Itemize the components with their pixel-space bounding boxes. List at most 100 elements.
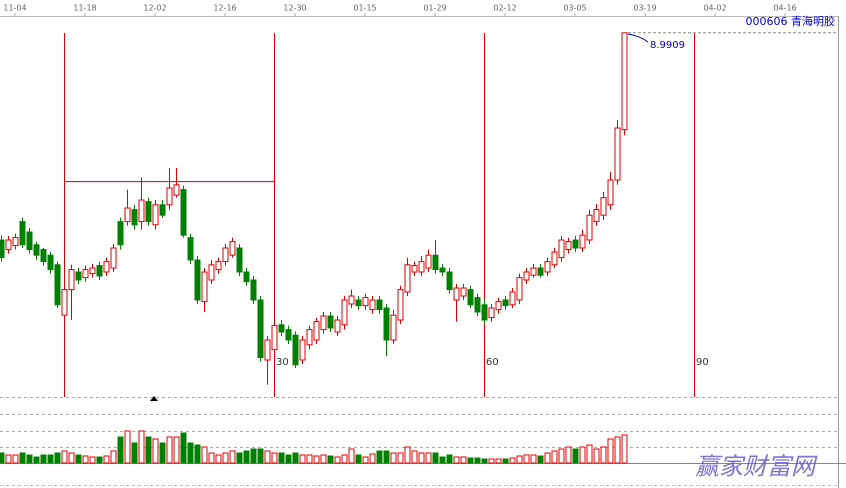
volume-bar xyxy=(12,454,19,464)
volume-bar xyxy=(222,452,229,464)
volume-bar xyxy=(145,436,152,464)
candle-body xyxy=(544,261,551,273)
candle-body xyxy=(369,299,376,311)
volume-bar xyxy=(285,454,292,464)
volume-bar xyxy=(621,434,628,464)
price-label: 8.9909 xyxy=(650,40,685,51)
candle-body xyxy=(166,187,173,206)
candle-body xyxy=(194,259,201,301)
candle-body xyxy=(614,127,621,181)
volume-bar xyxy=(404,446,411,464)
volume-bar xyxy=(551,450,558,464)
candle-body xyxy=(488,307,495,319)
volume-bar xyxy=(89,456,96,464)
volume-bar xyxy=(19,452,26,464)
candle-body xyxy=(418,261,425,273)
candle-body xyxy=(446,271,453,291)
candle-body xyxy=(292,334,299,366)
candle-body xyxy=(390,314,397,341)
candle-body xyxy=(474,297,481,313)
candle-body xyxy=(327,315,334,329)
volume-bar xyxy=(96,456,103,464)
volume-bar xyxy=(243,450,250,464)
volume-bar xyxy=(614,436,621,464)
candle-body xyxy=(285,329,292,341)
candle-body xyxy=(229,241,236,256)
candle-body xyxy=(68,269,75,291)
candle-body xyxy=(124,207,131,223)
candle-body xyxy=(467,289,474,306)
candle-body xyxy=(334,319,341,333)
candle-body xyxy=(509,291,516,306)
volume-bar xyxy=(558,448,565,464)
x-tick-label: 11-18 xyxy=(73,4,96,13)
candle-body xyxy=(481,304,488,321)
volume-bar xyxy=(600,446,607,464)
volume-bar xyxy=(82,455,89,464)
volume-bar xyxy=(579,446,586,464)
volume-bar xyxy=(565,446,572,464)
volume-bar xyxy=(124,430,131,464)
candle-body xyxy=(75,271,82,281)
candle-body xyxy=(313,321,320,341)
candle-body xyxy=(187,237,194,261)
volume-bar xyxy=(334,456,341,464)
candle-body xyxy=(173,184,180,196)
candle-body xyxy=(516,277,523,301)
volume-bar xyxy=(5,454,12,464)
candle-body xyxy=(47,254,54,271)
volume-bar xyxy=(446,454,453,464)
candle-body xyxy=(145,201,152,223)
volume-bar xyxy=(110,450,117,464)
candle-body xyxy=(397,289,404,321)
volume-bar xyxy=(390,452,397,464)
candle-body xyxy=(376,299,383,311)
candle-body xyxy=(215,261,222,271)
candle-body xyxy=(117,221,124,246)
volume-bar xyxy=(26,454,33,464)
candle-body xyxy=(110,247,117,269)
volume-bar xyxy=(572,448,579,464)
candle-body xyxy=(82,269,89,279)
candle-body xyxy=(306,329,313,346)
volume-bar xyxy=(117,436,124,464)
x-tick-label: 01-15 xyxy=(353,4,376,13)
candle-body xyxy=(586,214,593,241)
volume-bar xyxy=(40,454,47,464)
price-pointer xyxy=(627,33,649,43)
candle-body xyxy=(607,179,614,206)
volume-bar xyxy=(61,450,68,464)
volume-bar xyxy=(355,454,362,464)
candle-body xyxy=(425,254,432,269)
volume-bar xyxy=(131,442,138,464)
volume-bar xyxy=(278,452,285,464)
volume-bar xyxy=(481,458,488,464)
candle-body xyxy=(131,209,138,226)
x-tick-label: 04-02 xyxy=(703,4,726,13)
candle-body xyxy=(257,299,264,359)
volume-bar xyxy=(54,452,61,464)
candle-body xyxy=(383,307,390,341)
volume-bar xyxy=(320,454,327,464)
volume-bar xyxy=(208,452,215,464)
candle-body xyxy=(33,244,40,256)
candle-body xyxy=(530,267,537,276)
volume-bar xyxy=(523,454,530,464)
volume-bar xyxy=(383,450,390,464)
x-tick-label: 12-02 xyxy=(143,4,166,13)
candle-body xyxy=(341,299,348,326)
volume-bar xyxy=(0,452,5,464)
candle-body xyxy=(201,271,208,303)
volume-bar xyxy=(432,452,439,464)
volume-bar xyxy=(537,455,544,464)
candle-body xyxy=(54,264,61,306)
volume-bar xyxy=(369,453,376,464)
volume-bar xyxy=(299,454,306,464)
watermark: 赢家财富网 xyxy=(695,453,818,481)
volume-bar xyxy=(418,452,425,464)
volume-bar xyxy=(166,436,173,464)
candle-body xyxy=(453,287,460,301)
candle-body xyxy=(299,339,306,361)
